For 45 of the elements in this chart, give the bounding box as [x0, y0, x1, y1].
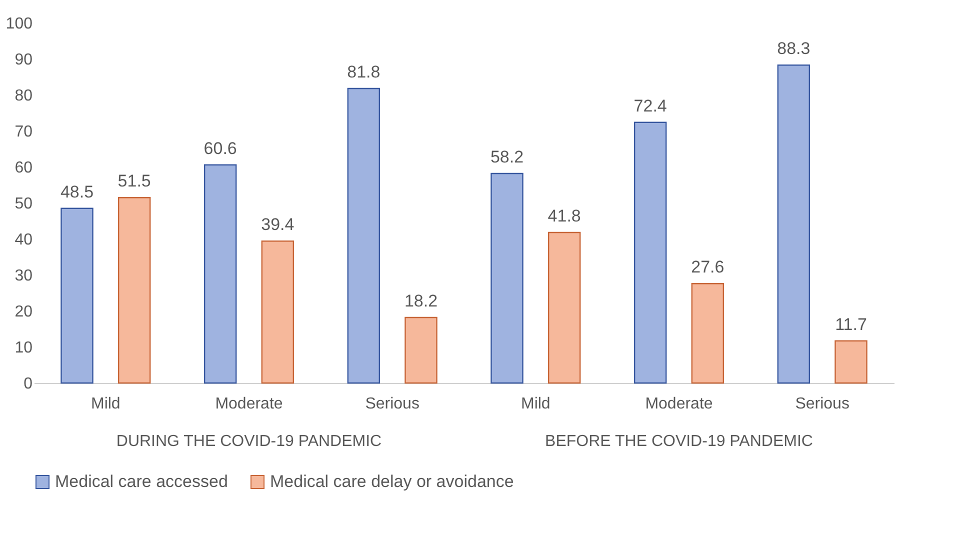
legend-label: Medical care delay or avoidance [270, 472, 514, 491]
bar [60, 208, 94, 384]
data-label: 11.7 [835, 314, 867, 334]
bar [548, 232, 581, 384]
y-tick-label: 70 [14, 124, 33, 140]
x-tick-label: Serious [365, 396, 420, 412]
x-tick-label: Mild [520, 396, 550, 412]
data-label: 72.4 [634, 96, 667, 116]
data-label: 41.8 [548, 206, 581, 226]
data-label: 27.6 [691, 258, 724, 277]
x-tick-label: Mild [90, 396, 120, 412]
y-tick-label: 30 [14, 268, 33, 284]
x-tick-label: Moderate [215, 396, 283, 412]
bar [204, 164, 237, 384]
data-label: 48.5 [60, 182, 94, 202]
bar [118, 197, 151, 384]
legend-label: Medical care accessed [55, 472, 228, 491]
data-label: 51.5 [118, 172, 151, 191]
bar [261, 240, 294, 384]
bar [777, 64, 810, 384]
y-tick-label: 20 [14, 304, 33, 320]
x-tick-label: Serious [795, 396, 850, 412]
data-label: 58.2 [490, 147, 524, 166]
bar [691, 283, 724, 384]
x-tick-label: Moderate [645, 396, 713, 412]
data-label: 81.8 [347, 62, 380, 82]
y-tick-label: 80 [14, 88, 33, 104]
data-label: 88.3 [777, 39, 810, 58]
y-tick-label: 60 [14, 160, 33, 176]
y-tick-label: 90 [14, 52, 33, 68]
data-label: 60.6 [204, 138, 237, 158]
bar [490, 172, 524, 384]
y-tick-label: 10 [14, 340, 33, 356]
y-tick-label: 100 [6, 16, 33, 32]
bar [404, 316, 438, 384]
text: BEFORE THE COVID-19 PANDEMIC [545, 433, 813, 450]
text: DURING THE COVID-19 PANDEMIC [116, 433, 382, 450]
data-label: 18.2 [404, 291, 438, 310]
y-tick-label: 0 [24, 376, 33, 392]
bar [834, 340, 868, 384]
bar [634, 122, 667, 384]
bar [347, 88, 380, 384]
y-tick-label: 50 [14, 196, 33, 212]
data-label: 39.4 [261, 215, 294, 234]
y-tick-label: 40 [14, 232, 33, 248]
